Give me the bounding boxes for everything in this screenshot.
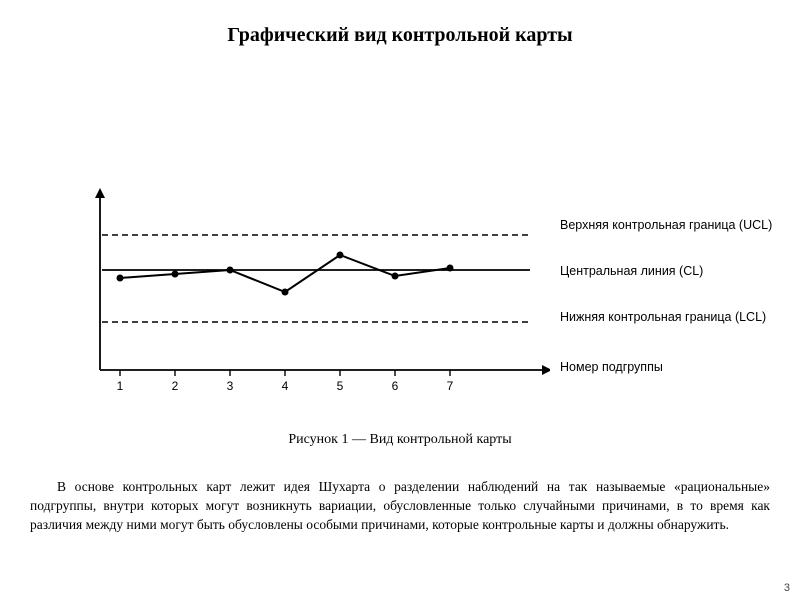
figure-caption: Рисунок 1 — Вид контрольной карты — [0, 432, 800, 448]
svg-text:4: 4 — [282, 379, 289, 393]
svg-text:2: 2 — [172, 379, 179, 393]
svg-text:6: 6 — [392, 379, 399, 393]
xaxis-label: Номер подгруппы — [560, 360, 663, 375]
chart-side-labels: Верхняя контрольная граница (UCL) Центра… — [560, 180, 780, 400]
ucl-label: Верхняя контрольная граница (UCL) — [560, 218, 772, 233]
chart-svg: 1 2 3 4 5 6 7 — [60, 180, 550, 400]
page-number: 3 — [784, 582, 790, 594]
svg-text:1: 1 — [117, 379, 124, 393]
svg-text:3: 3 — [227, 379, 234, 393]
body-paragraph: В основе контрольных карт лежит идея Шух… — [30, 478, 770, 535]
control-chart: 1 2 3 4 5 6 7 — [60, 180, 550, 400]
page-title: Графический вид контрольной карты — [0, 0, 800, 57]
svg-text:7: 7 — [447, 379, 454, 393]
lcl-label: Нижняя контрольная граница (LCL) — [560, 310, 766, 325]
cl-label: Центральная линия (CL) — [560, 264, 703, 279]
svg-text:5: 5 — [337, 379, 344, 393]
